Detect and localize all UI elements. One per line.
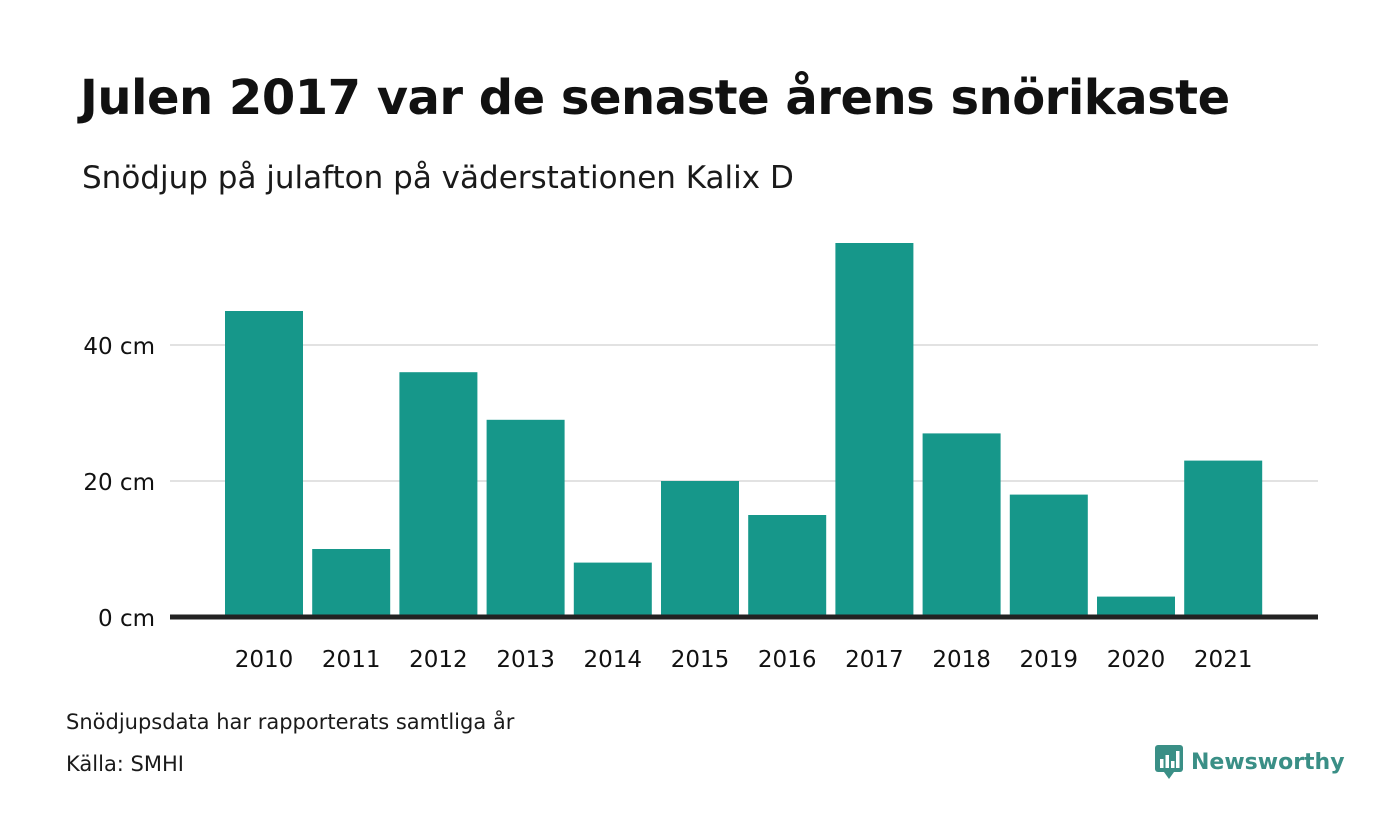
bar xyxy=(748,515,827,617)
source-note: Källa: SMHI xyxy=(66,752,184,776)
bar xyxy=(573,562,652,617)
y-tick-label: 20 cm xyxy=(83,470,155,496)
newsworthy-logo-icon xyxy=(1155,745,1183,779)
bar xyxy=(922,433,1001,617)
x-tick-label: 2013 xyxy=(496,647,555,673)
brand-name: Newsworthy xyxy=(1191,749,1345,775)
bar-chart: 0 cm 20 cm 40 cm 2010 2011 2012 2013 2014 2015 20… xyxy=(83,243,1318,673)
x-tick-label: 2015 xyxy=(671,647,730,673)
x-tick-label: 2016 xyxy=(758,647,817,673)
x-tick-label: 2012 xyxy=(409,647,468,673)
gridlines xyxy=(170,344,1318,482)
x-tick-label: 2021 xyxy=(1194,647,1253,673)
y-tick-label: 0 cm xyxy=(98,606,155,632)
bar xyxy=(225,311,303,617)
bars xyxy=(225,243,1263,617)
footnote: Snödjupsdata har rapporterats samtliga å… xyxy=(66,710,515,734)
x-tick-label: 2017 xyxy=(845,647,904,673)
bar xyxy=(661,481,739,617)
brand-logo: Newsworthy xyxy=(1155,744,1345,780)
bar xyxy=(1009,494,1088,617)
bar xyxy=(1184,460,1263,617)
bar xyxy=(312,549,391,617)
bar xyxy=(835,243,914,617)
x-tick-label: 2014 xyxy=(584,647,643,673)
y-tick-label: 40 cm xyxy=(83,334,155,360)
bar xyxy=(486,419,565,617)
bar xyxy=(1097,596,1175,617)
x-tick-label: 2019 xyxy=(1020,647,1079,673)
bar xyxy=(399,372,478,617)
chart-title: Julen 2017 var de senaste årens snörikas… xyxy=(80,70,1230,126)
x-tick-label: 2011 xyxy=(322,647,381,673)
x-tick-label: 2020 xyxy=(1107,647,1166,673)
x-tick-label: 2010 xyxy=(235,647,294,673)
x-tick-label: 2018 xyxy=(932,647,991,673)
chart-subtitle: Snödjup på julafton på väderstationen Ka… xyxy=(82,160,794,196)
axes: 0 cm 20 cm 40 cm 2010 2011 2012 2013 2014 2015 20… xyxy=(83,334,1318,673)
